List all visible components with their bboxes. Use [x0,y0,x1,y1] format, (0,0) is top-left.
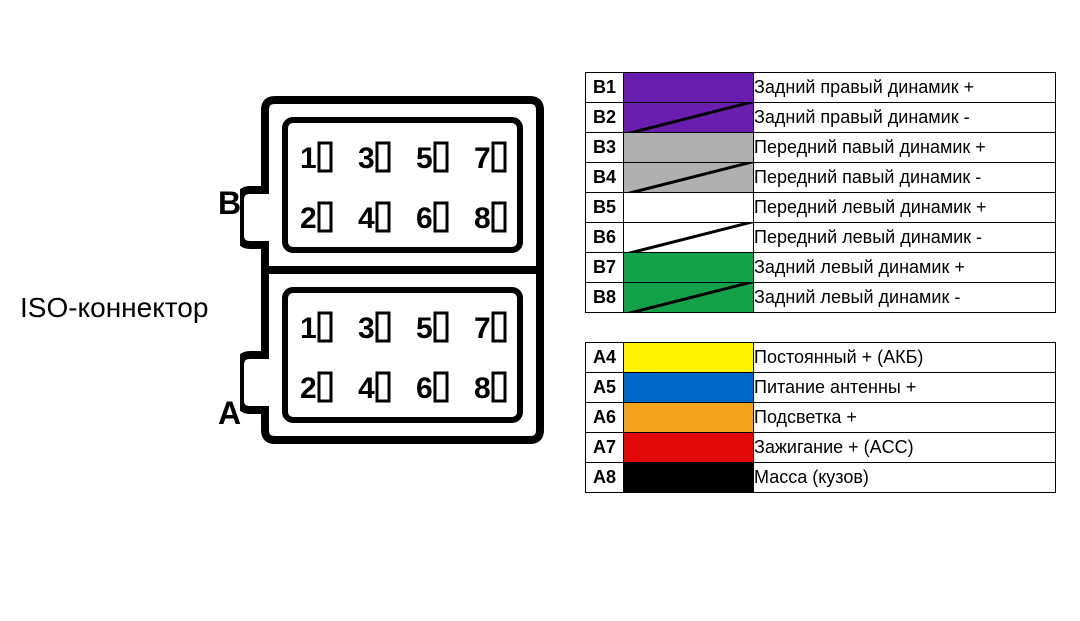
pin-b3-num: 3 [358,142,375,175]
legend-color-cell [624,133,754,163]
legend-desc-cell: Передний левый динамик - [754,223,1056,253]
legend-row: A5 Питание антенны + [586,373,1056,403]
connector-panel: ISO-коннектор B A 1 3 5 7 [0,0,560,621]
legend-row: A8 Масса (кузов) [586,463,1056,493]
legend-row: A7 Зажигание + (ACC) [586,433,1056,463]
legend-color-cell [624,283,754,313]
pin-a2-slot [319,373,331,401]
pin-b8-slot [493,203,505,231]
legend-desc-cell: Зажигание + (ACC) [754,433,1056,463]
legend-pin-cell: B6 [586,223,624,253]
pin-b7-slot [493,143,505,171]
pin-a8-num: 8 [474,372,491,405]
legend-pin-cell: B2 [586,103,624,133]
legend-desc-cell: Задний левый динамик + [754,253,1056,283]
pin-a4-num: 4 [358,372,375,405]
legend-gap [586,313,1056,343]
legend-desc-cell: Передний павый динамик + [754,133,1056,163]
legend-pin-cell: B5 [586,193,624,223]
pin-a3-slot [377,313,389,341]
legend-color-cell [624,403,754,433]
legend-pin-cell: B8 [586,283,624,313]
pin-a7-slot [493,313,505,341]
legend-desc-cell: Подсветка + [754,403,1056,433]
legend-row: B5 Передний левый динамик + [586,193,1056,223]
pin-b5-num: 5 [416,142,433,175]
legend-desc-cell: Питание антенны + [754,373,1056,403]
legend-color-cell [624,373,754,403]
legend-table: B1 Задний правый динамик + B2 Задний правый… [585,72,1056,493]
pin-a2-num: 2 [300,372,317,405]
legend-color-cell [624,433,754,463]
legend-row: B3 Передний павый динамик + [586,133,1056,163]
legend-row: B6 Передний левый динамик - [586,223,1056,253]
pin-a1-slot [319,313,331,341]
pin-b6-slot [435,203,447,231]
pin-a4-slot [377,373,389,401]
pin-a5-slot [435,313,447,341]
legend-color-cell [624,343,754,373]
legend-row: A4 Постоянный + (АКБ) [586,343,1056,373]
legend-row: B1 Задний правый динамик + [586,73,1056,103]
pin-b3-slot [377,143,389,171]
legend-color-cell [624,463,754,493]
legend-panel: B1 Задний правый динамик + B2 Задний правый… [585,72,1056,493]
pin-b1-num: 1 [300,142,317,175]
legend-row: A6 Подсветка + [586,403,1056,433]
pin-a8-slot [493,373,505,401]
pin-b4-slot [377,203,389,231]
pin-a3-num: 3 [358,312,375,345]
legend-pin-cell: B7 [586,253,624,283]
legend-desc-cell: Передний левый динамик + [754,193,1056,223]
legend-desc-cell: Масса (кузов) [754,463,1056,493]
legend-pin-cell: B3 [586,133,624,163]
legend-color-cell [624,193,754,223]
legend-desc-cell: Задний правый динамик + [754,73,1056,103]
legend-pin-cell: A5 [586,373,624,403]
pin-b2-num: 2 [300,202,317,235]
pin-a6-slot [435,373,447,401]
pin-b8-num: 8 [474,202,491,235]
section-b-label: B [218,185,241,222]
pin-a1-num: 1 [300,312,317,345]
pin-b2-slot [319,203,331,231]
legend-pin-cell: A8 [586,463,624,493]
pin-b4-num: 4 [358,202,375,235]
legend-pin-cell: A7 [586,433,624,463]
legend-row: B2 Задний правый динамик - [586,103,1056,133]
legend-color-cell [624,163,754,193]
pin-b6-num: 6 [416,202,433,235]
legend-desc-cell: Передний павый динамик - [754,163,1056,193]
pin-b5-slot [435,143,447,171]
connector-diagram: 1 3 5 7 2 4 6 8 1 [240,90,550,450]
iso-label: ISO-коннектор [20,292,208,324]
legend-pin-cell: A6 [586,403,624,433]
pin-a6-num: 6 [416,372,433,405]
section-a-label: A [218,395,241,432]
legend-desc-cell: Постоянный + (АКБ) [754,343,1056,373]
legend-color-cell [624,103,754,133]
legend-color-cell [624,73,754,103]
legend-desc-cell: Задний правый динамик - [754,103,1056,133]
pin-a5-num: 5 [416,312,433,345]
pin-a7-num: 7 [474,312,491,345]
legend-row: B8 Задний левый динамик - [586,283,1056,313]
legend-desc-cell: Задний левый динамик - [754,283,1056,313]
legend-pin-cell: A4 [586,343,624,373]
legend-pin-cell: B4 [586,163,624,193]
legend-row: B7 Задний левый динамик + [586,253,1056,283]
legend-pin-cell: B1 [586,73,624,103]
pin-b1-slot [319,143,331,171]
pin-b7-num: 7 [474,142,491,175]
legend-color-cell [624,253,754,283]
diagram-container: ISO-коннектор B A 1 3 5 7 [0,0,1080,621]
legend-row: B4 Передний павый динамик - [586,163,1056,193]
legend-color-cell [624,223,754,253]
